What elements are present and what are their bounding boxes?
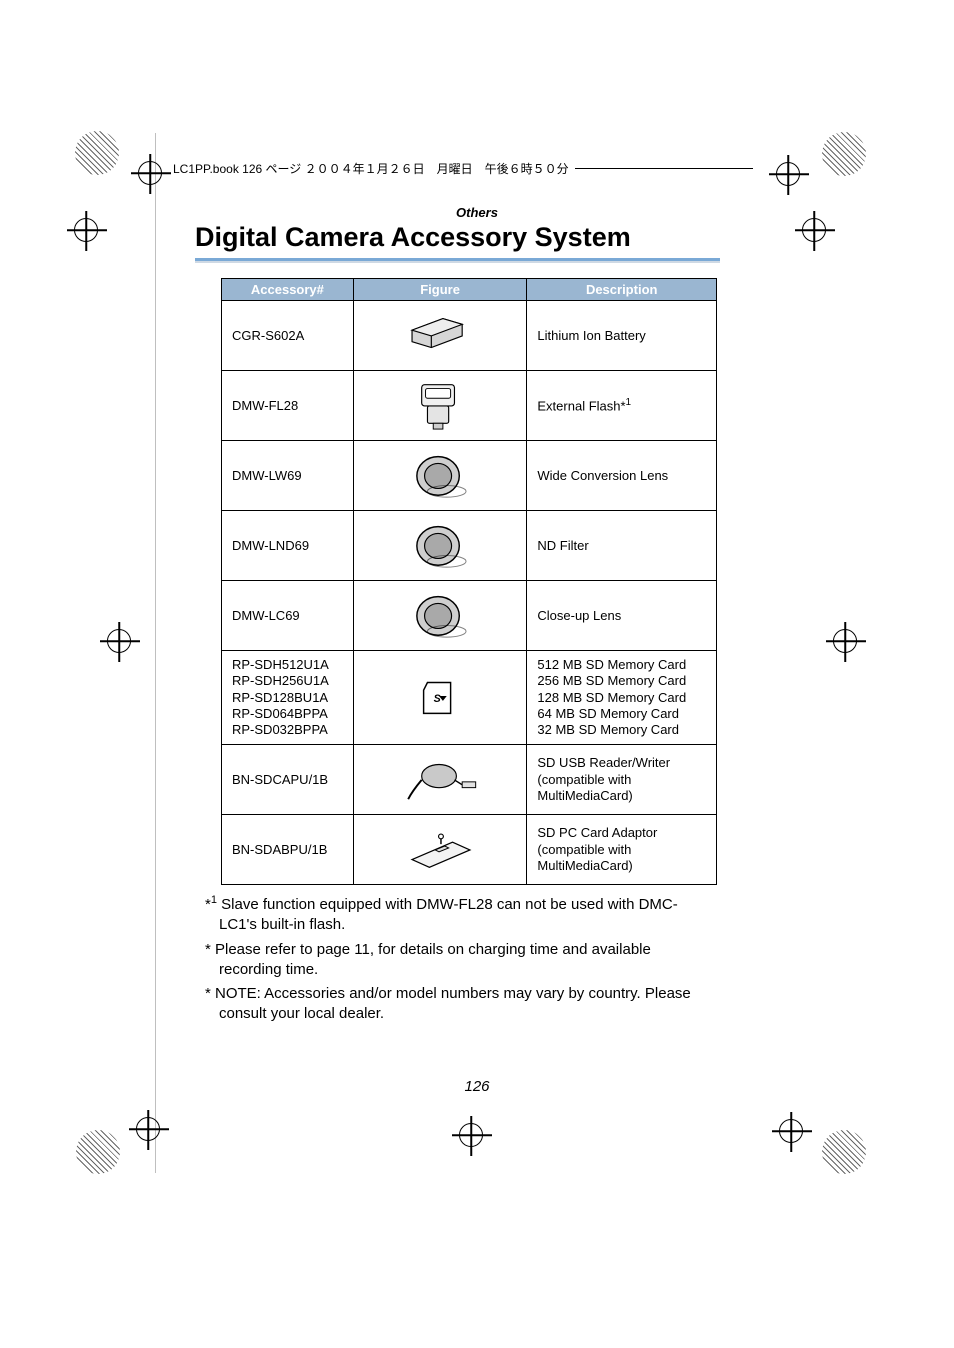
pccard-icon (400, 821, 480, 875)
lens-icon (400, 517, 480, 571)
footnotes: *1 Slave function equipped with DMW-FL28… (205, 893, 715, 1029)
cell-description: Lithium Ion Battery (527, 301, 717, 371)
title-rule (195, 258, 720, 263)
th-figure: Figure (353, 279, 527, 301)
lens-icon (400, 447, 480, 501)
crop-left-line (155, 133, 156, 1173)
cell-figure (353, 745, 527, 815)
th-accessory: Accessory# (222, 279, 354, 301)
cell-description: Wide Conversion Lens (527, 441, 717, 511)
table-row: BN-SDABPU/1B SD PC Card Adaptor(compatibl… (222, 815, 717, 885)
bookline-text: LC1PP.book 126 ページ ２００４年１月２６日 月曜日 午後６時５０… (173, 160, 569, 177)
cell-accessory: DMW-LC69 (222, 581, 354, 651)
footnote: * NOTE: Accessories and/or model numbers… (205, 984, 715, 1025)
cell-accessory: RP-SDH512U1ARP-SDH256U1ARP-SD128BU1ARP-S… (222, 651, 354, 745)
sdcard-icon (400, 669, 480, 723)
table-row: DMW-LC69 Close-up Lens (222, 581, 717, 651)
table-row: BN-SDCAPU/1B SD USB Reader/Writer(compati… (222, 745, 717, 815)
cell-description: External Flash*1 (527, 371, 717, 441)
page-title: Digital Camera Accessory System (195, 222, 631, 253)
table-row: DMW-LND69 ND Filter (222, 511, 717, 581)
cell-description: ND Filter (527, 511, 717, 581)
regmark-tr-hatch (822, 132, 866, 176)
cell-accessory: CGR-S602A (222, 301, 354, 371)
flash-icon (400, 377, 480, 431)
cell-figure (353, 651, 527, 745)
regmark-bl-cross (126, 1107, 170, 1151)
cell-accessory: BN-SDABPU/1B (222, 815, 354, 885)
cell-figure (353, 371, 527, 441)
th-description: Description (527, 279, 717, 301)
cell-description: 512 MB SD Memory Card256 MB SD Memory Ca… (527, 651, 717, 745)
footnote: * Please refer to page 11, for details o… (205, 940, 715, 981)
regmark-br-cross (769, 1109, 813, 1153)
regmark-br-hatch (822, 1130, 866, 1174)
cell-figure (353, 581, 527, 651)
table-row: DMW-FL28 External Flash*1 (222, 371, 717, 441)
cell-accessory: DMW-LND69 (222, 511, 354, 581)
bookline: LC1PP.book 126 ページ ２００４年１月２６日 月曜日 午後６時５０… (173, 160, 753, 177)
cell-description: SD USB Reader/Writer(compatible withMult… (527, 745, 717, 815)
table-row: CGR-S602A Lithium Ion Battery (222, 301, 717, 371)
reader-icon (400, 751, 480, 805)
cell-accessory: BN-SDCAPU/1B (222, 745, 354, 815)
cell-figure (353, 441, 527, 511)
cell-figure (353, 815, 527, 885)
bookline-rule (575, 168, 753, 169)
cell-accessory: DMW-LW69 (222, 441, 354, 511)
accessory-table: Accessory# Figure Description CGR-S602A L… (221, 278, 717, 885)
cell-accessory: DMW-FL28 (222, 371, 354, 441)
table-header-row: Accessory# Figure Description (222, 279, 717, 301)
regmark-l2-cross (97, 619, 141, 663)
cell-figure (353, 301, 527, 371)
section-label: Others (0, 205, 954, 220)
lens-icon (400, 587, 480, 641)
page-number: 126 (0, 1078, 954, 1095)
regmark-tl-hatch (75, 131, 119, 175)
cell-description: SD PC Card Adaptor(compatible withMultiM… (527, 815, 717, 885)
cell-description: Close-up Lens (527, 581, 717, 651)
regmark-bl-hatch (76, 1130, 120, 1174)
regmark-tl-cross (128, 151, 172, 195)
regmark-bc-cross (449, 1113, 493, 1157)
table-row: DMW-LW69 Wide Conversion Lens (222, 441, 717, 511)
footnote: *1 Slave function equipped with DMW-FL28… (205, 893, 715, 936)
battery-icon (400, 307, 480, 361)
cell-figure (353, 511, 527, 581)
table-row: RP-SDH512U1ARP-SDH256U1ARP-SD128BU1ARP-S… (222, 651, 717, 745)
regmark-tr-cross (766, 152, 810, 196)
regmark-r2-cross (823, 619, 867, 663)
